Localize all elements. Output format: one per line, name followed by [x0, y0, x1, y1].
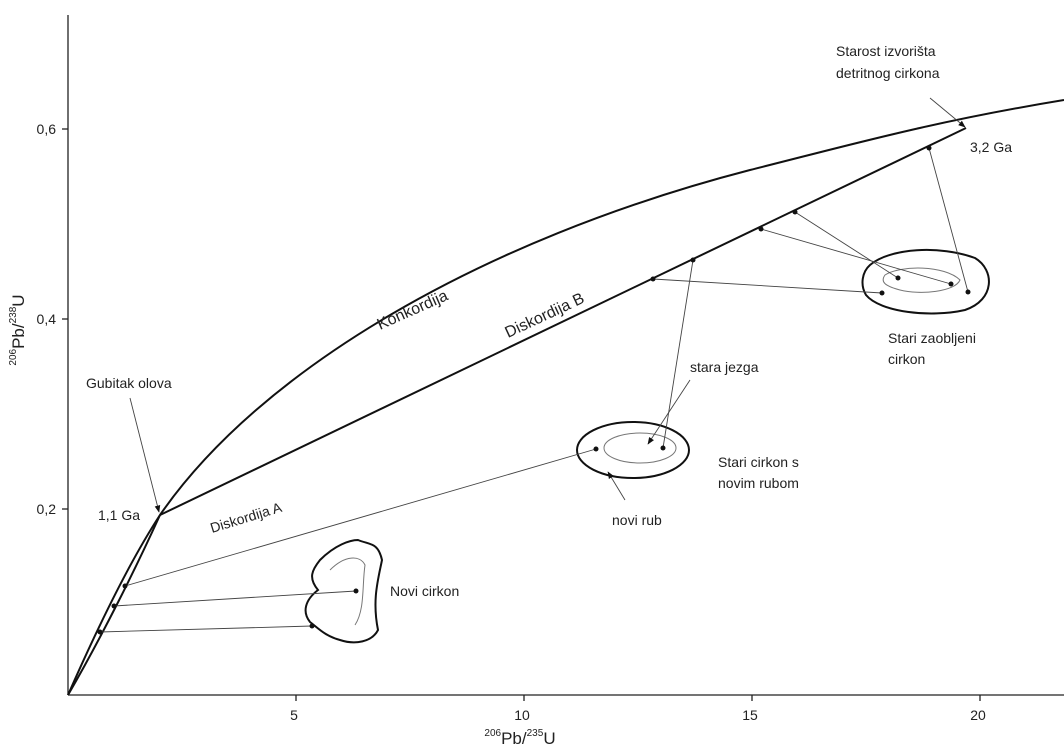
label: novi rub — [612, 512, 662, 528]
label: Gubitak olova — [86, 375, 172, 391]
tie-lines — [99, 147, 969, 633]
x-ticks: 5 10 15 20 — [290, 695, 986, 723]
grain-zone — [329, 557, 366, 626]
label: Stari cirkon s — [718, 454, 799, 470]
x-tick-label: 20 — [970, 707, 986, 723]
label: 3,2 Ga — [970, 139, 1012, 155]
y-tick-label: 0,6 — [37, 121, 57, 137]
y-ticks: 0,2 0,4 0,6 — [37, 121, 68, 517]
arrow — [647, 379, 691, 445]
concordia — [67, 99, 1064, 696]
x-tick-label: 5 — [290, 707, 298, 723]
old-rounded-zircon — [861, 249, 990, 315]
y-axis-label: 206Pb/238U — [8, 294, 28, 365]
arrow — [929, 97, 966, 128]
new-zircon — [304, 538, 384, 644]
label: stara jezga — [690, 359, 759, 375]
label: Diskordija A — [208, 499, 284, 536]
label: novim rubom — [718, 475, 799, 491]
label: Novi cirkon — [390, 583, 459, 599]
label: 1,1 Ga — [98, 507, 140, 523]
grain-zone — [882, 267, 961, 293]
label: Starost izvorišta — [836, 43, 936, 59]
label: Konkordija — [375, 287, 451, 333]
label: cirkon — [888, 351, 925, 367]
y-tick-label: 0,2 — [37, 501, 57, 517]
y-tick-label: 0,4 — [37, 311, 57, 327]
points — [97, 145, 971, 635]
discordia-b — [159, 127, 967, 516]
discordia-a — [67, 514, 161, 696]
x-tick-label: 15 — [742, 707, 758, 723]
label: detritnog cirkona — [836, 65, 940, 81]
x-axis-label: 206Pb/235U — [484, 728, 555, 744]
x-tick-label: 10 — [514, 707, 530, 723]
arrow — [129, 397, 161, 513]
old-core — [603, 432, 677, 464]
label: Stari zaobljeni — [888, 330, 976, 346]
arrow — [607, 471, 626, 501]
